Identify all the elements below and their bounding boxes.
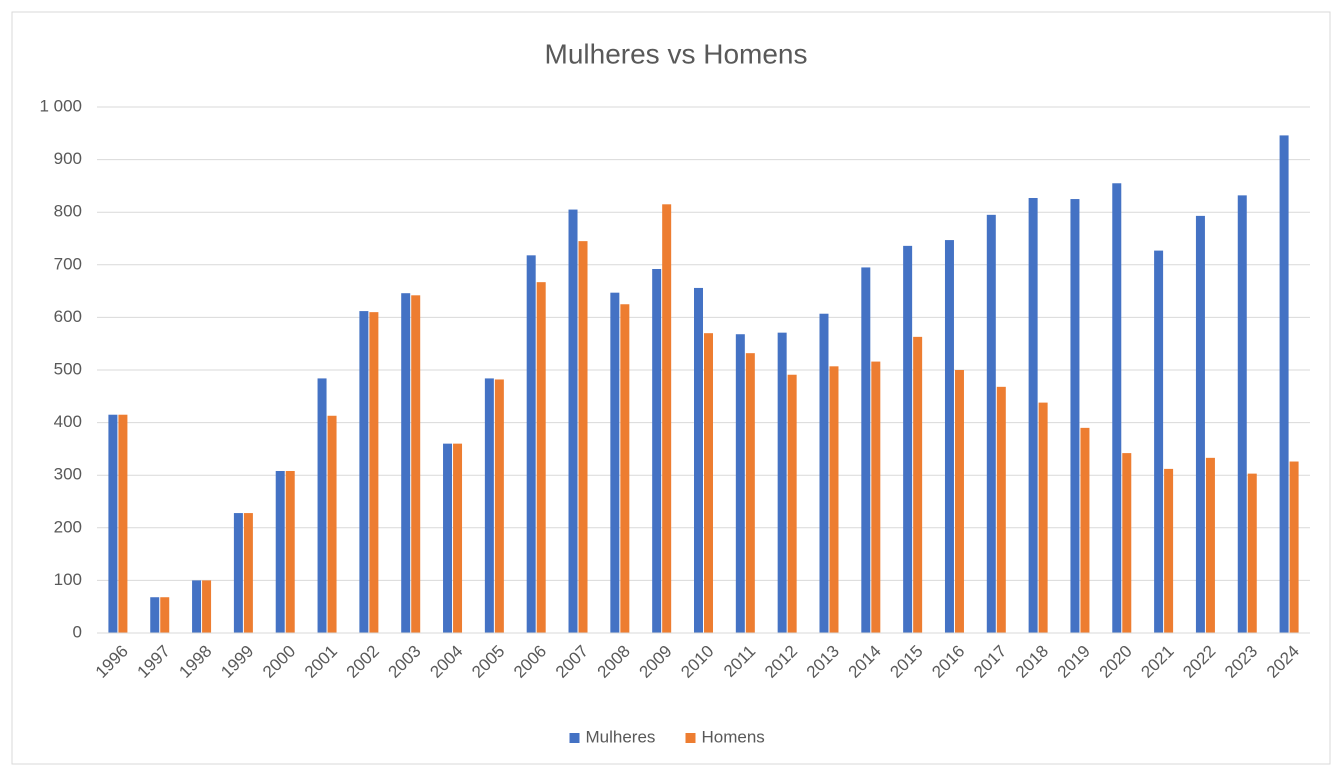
bar (913, 336, 923, 633)
y-tick-label: 400 (54, 412, 82, 431)
bar (610, 292, 620, 633)
legend-swatch (569, 733, 580, 743)
bar (871, 361, 881, 633)
bar (787, 374, 797, 633)
bar (192, 580, 202, 633)
y-tick-label: 0 (73, 622, 82, 641)
bar (1237, 195, 1247, 634)
y-tick-label: 700 (54, 254, 82, 273)
bar (202, 580, 212, 633)
bar (704, 333, 713, 633)
bar (652, 269, 662, 633)
bar (578, 241, 588, 633)
bar (233, 513, 243, 633)
bar (484, 378, 494, 633)
bar (108, 414, 118, 633)
legend-label: Mulheres (586, 727, 656, 746)
bar (1247, 473, 1257, 633)
bar (662, 204, 672, 633)
y-tick-label: 200 (54, 517, 82, 536)
bar (411, 295, 421, 633)
bar (536, 282, 546, 633)
bar (327, 415, 337, 633)
bar (118, 414, 128, 633)
bar (1080, 427, 1090, 633)
bar (1205, 457, 1215, 633)
bar (819, 313, 829, 633)
bar (620, 304, 630, 633)
bar (986, 214, 996, 633)
bar (160, 597, 170, 633)
y-tick-label: 100 (54, 570, 82, 589)
bar (777, 332, 787, 633)
legend-label: Homens (702, 727, 765, 746)
y-tick-label: 500 (54, 359, 82, 378)
bar (568, 209, 578, 633)
bar (526, 255, 536, 633)
bar (694, 287, 703, 633)
bar (317, 378, 327, 633)
bar (1279, 135, 1289, 634)
bar (150, 597, 160, 633)
bar (1070, 199, 1080, 634)
bar (829, 366, 839, 633)
bar (861, 267, 871, 633)
bar (745, 353, 755, 633)
y-tick-label: 1 000 (39, 96, 82, 115)
y-tick-label: 900 (54, 149, 82, 168)
y-tick-label: 800 (54, 202, 82, 221)
bar (285, 470, 295, 633)
bar (443, 443, 453, 633)
bar (275, 470, 285, 633)
bar (369, 312, 379, 633)
bar (243, 513, 253, 633)
bar (735, 334, 745, 633)
legend-swatch (685, 733, 696, 743)
bar (1112, 183, 1122, 633)
bar (453, 443, 463, 633)
y-tick-label: 300 (54, 465, 82, 484)
bar (903, 245, 913, 633)
bar (1038, 402, 1048, 633)
bar (1195, 215, 1205, 633)
bar (1028, 197, 1038, 634)
bar (944, 240, 954, 633)
chart-title: Mulheres vs Homens (545, 38, 808, 69)
bar (1122, 453, 1132, 633)
bar (359, 311, 369, 633)
bar (1164, 468, 1174, 633)
bar (1289, 461, 1299, 633)
bar (494, 379, 504, 633)
bar (1154, 250, 1164, 633)
y-tick-label: 600 (54, 307, 82, 326)
bar (954, 370, 964, 633)
bar (996, 386, 1006, 633)
bar (401, 293, 411, 633)
